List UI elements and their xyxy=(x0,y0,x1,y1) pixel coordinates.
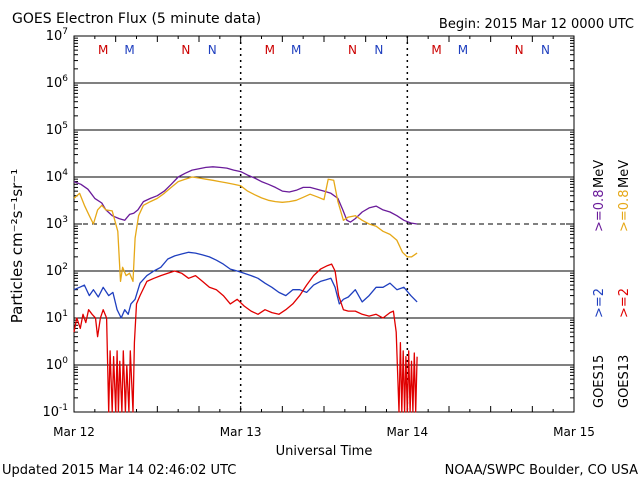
legend-entry: >=2 xyxy=(617,288,632,318)
mn-marker: M xyxy=(291,43,301,57)
legend-entry: >=2 xyxy=(592,288,607,318)
legend-group-name: GOES15 xyxy=(592,355,607,408)
mn-marker: N xyxy=(208,43,217,57)
mn-marker: N xyxy=(181,43,190,57)
y-tick-label: 107 xyxy=(46,27,68,44)
y-tick-labels: 10-1 100 101 102 103 104 105 106 107 xyxy=(42,27,68,420)
series-line xyxy=(73,176,418,283)
mn-marker: M xyxy=(458,43,468,57)
chart-title: GOES Electron Flux (5 minute data) xyxy=(12,11,261,27)
series-lines xyxy=(73,166,418,413)
legend-entry-unit: MeV xyxy=(592,160,607,188)
mn-marker: N xyxy=(541,43,550,57)
y-tick-label: 106 xyxy=(46,74,69,91)
x-tick-label: Mar 14 xyxy=(386,425,428,439)
y-tick-label: 102 xyxy=(46,262,68,279)
mn-marker: N xyxy=(374,43,383,57)
y-tick-label: 100 xyxy=(46,356,69,373)
mn-marker: N xyxy=(515,43,524,57)
series-line xyxy=(73,263,418,413)
series-line xyxy=(73,166,418,225)
legend-entry: >=0.8 xyxy=(617,190,632,232)
grid-lines xyxy=(74,35,574,413)
mn-marker: M xyxy=(98,43,108,57)
y-axis-label: Particles cm⁻²s⁻¹sr⁻¹ xyxy=(8,169,26,323)
x-tick-labels: Mar 12 Mar 13 Mar 14 Mar 15 xyxy=(53,425,595,439)
y-tick-label: 10-1 xyxy=(42,403,68,420)
x-axis-label: Universal Time xyxy=(276,444,373,459)
x-tick-label: Mar 15 xyxy=(553,425,595,439)
y-tick-label: 103 xyxy=(46,215,68,232)
x-tick-label: Mar 13 xyxy=(220,425,262,439)
y-tick-label: 104 xyxy=(46,168,69,185)
y-tick-label: 101 xyxy=(46,309,68,326)
legend: GOES15 >=2 >=0.8 MeV GOES13 >=2 >=0.8 MeV xyxy=(592,160,632,408)
legend-entry: >=0.8 xyxy=(592,190,607,232)
legend-entry-unit: MeV xyxy=(617,160,632,188)
series-line xyxy=(73,251,418,319)
mn-marker: N xyxy=(348,43,357,57)
updated-label: Updated 2015 Mar 14 02:46:02 UTC xyxy=(2,463,236,478)
mn-marker: M xyxy=(124,43,134,57)
x-tick-label: Mar 12 xyxy=(53,425,95,439)
begin-label: Begin: 2015 Mar 12 0000 UTC xyxy=(439,17,634,32)
credit-label: NOAA/SWPC Boulder, CO USA xyxy=(445,463,638,478)
mn-marker: M xyxy=(431,43,441,57)
y-tick-label: 105 xyxy=(46,121,68,138)
legend-group-name: GOES13 xyxy=(617,355,632,408)
mn-marker: M xyxy=(265,43,275,57)
